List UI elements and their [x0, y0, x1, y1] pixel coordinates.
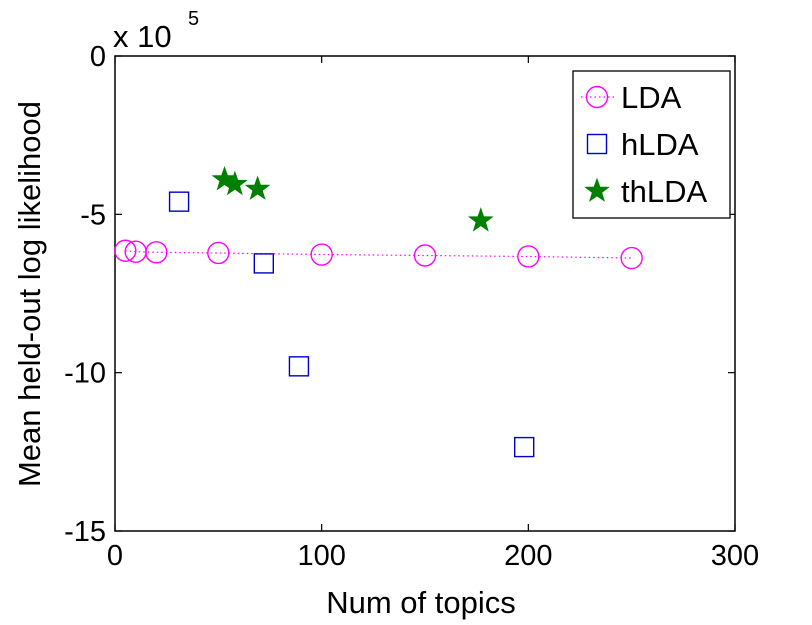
legend-thlda-marker [584, 177, 610, 202]
x-tick-label: 200 [504, 540, 552, 572]
x-axis-label: Num of topics [326, 585, 516, 620]
hlda-point [168, 191, 190, 212]
legend-thlda-label: thLDA [621, 174, 707, 209]
lda-point [517, 245, 540, 268]
y-multiplier-exponent: 5 [188, 8, 199, 30]
lda-point [620, 246, 643, 270]
y-tick-label: 0 [90, 41, 106, 73]
x-tick-label: 0 [107, 540, 123, 572]
lda-point [207, 241, 230, 265]
lda-point [145, 241, 168, 264]
lda-point [114, 239, 137, 262]
x-tick-label: 100 [297, 540, 345, 572]
y-tick-label: -10 [64, 358, 106, 390]
legend-lda-marker [585, 85, 609, 109]
legend-hlda-marker [586, 133, 608, 155]
y-tick-label: -5 [80, 199, 106, 231]
legend-lda-label: LDA [621, 80, 682, 115]
legend-hlda-label: hLDA [621, 127, 699, 162]
y-axis-label: Mean held-out log likelihood [12, 101, 47, 487]
lda-point [310, 243, 333, 266]
hlda-point [288, 356, 310, 377]
thlda-point [222, 170, 248, 196]
thlda-point [467, 207, 494, 232]
hlda-point [253, 253, 275, 274]
lda-point [413, 244, 437, 267]
tick-labels: 0 100 200 300 0 -5 -10 -15 [64, 41, 759, 572]
y-multiplier-label: x 10 [113, 19, 172, 54]
thlda-point [211, 165, 238, 191]
y-tick-label: -15 [64, 516, 106, 548]
x-tick-label: 300 [711, 540, 759, 572]
hlda-point [514, 436, 535, 458]
legend: LDA hLDA thLDA [572, 70, 731, 219]
data-marks [114, 165, 643, 458]
tick-marks [114, 55, 736, 532]
thlda-point [244, 175, 271, 200]
